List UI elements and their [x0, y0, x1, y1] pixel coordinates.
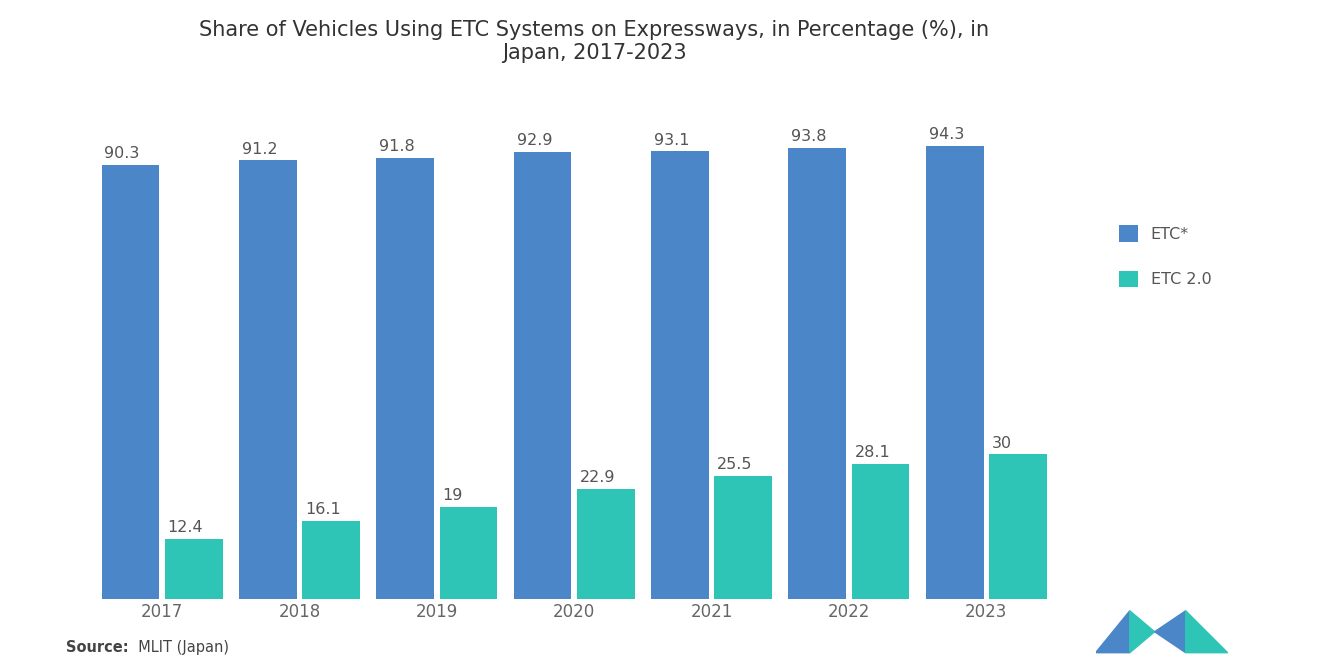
Text: 93.8: 93.8 [791, 129, 826, 144]
Legend: ETC*, ETC 2.0: ETC*, ETC 2.0 [1110, 217, 1220, 295]
Text: 30: 30 [991, 436, 1012, 451]
Polygon shape [1185, 610, 1228, 653]
Bar [651, 152, 709, 598]
Bar [440, 507, 498, 598]
Text: 28.1: 28.1 [854, 445, 890, 460]
Polygon shape [1096, 610, 1130, 653]
Text: 91.2: 91.2 [242, 142, 277, 157]
Text: Share of Vehicles Using ETC Systems on Expressways, in Percentage (%), in
Japan,: Share of Vehicles Using ETC Systems on E… [199, 20, 989, 63]
Text: MLIT (Japan): MLIT (Japan) [129, 640, 230, 655]
Text: 93.1: 93.1 [653, 132, 689, 148]
Text: 92.9: 92.9 [516, 134, 552, 148]
Polygon shape [1130, 610, 1155, 653]
Text: 12.4: 12.4 [168, 520, 203, 535]
Polygon shape [1155, 610, 1185, 653]
Bar [102, 165, 160, 598]
Bar [925, 146, 983, 598]
Text: Source:: Source: [66, 640, 128, 655]
Text: 25.5: 25.5 [717, 457, 752, 472]
Bar [714, 476, 772, 598]
Bar [851, 464, 909, 598]
Text: 19: 19 [442, 488, 463, 503]
Bar [577, 489, 635, 598]
Bar [788, 148, 846, 598]
Bar [165, 539, 223, 599]
Bar [513, 152, 572, 598]
Text: 91.8: 91.8 [379, 139, 414, 154]
Bar [302, 521, 360, 598]
Bar [239, 160, 297, 598]
Bar [989, 454, 1047, 598]
Text: 94.3: 94.3 [928, 127, 964, 142]
Bar [376, 158, 434, 598]
Text: 90.3: 90.3 [104, 146, 140, 161]
Text: 16.1: 16.1 [305, 502, 341, 517]
Text: 22.9: 22.9 [579, 469, 615, 485]
